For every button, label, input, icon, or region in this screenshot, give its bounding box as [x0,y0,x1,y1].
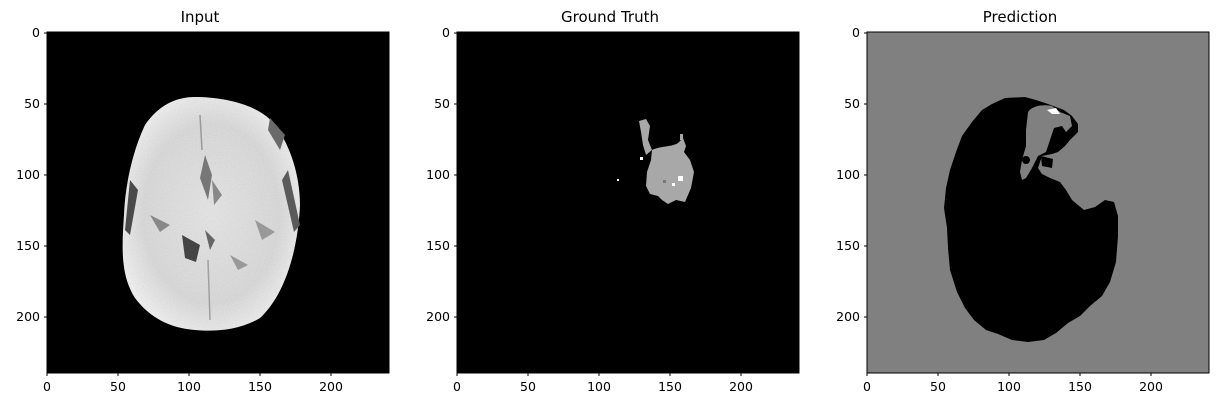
ytick-100: 100 [836,167,860,182]
xtick-150: 150 [1068,379,1092,394]
ytick-0: 0 [32,25,40,40]
xtick-0: 0 [453,379,461,394]
y-axis-ticks-ground-truth: 0 50 100 150 200 [426,25,457,324]
brain-image [122,97,300,331]
ytick-150: 150 [836,238,860,253]
ground-truth-mask [617,119,694,204]
panel-title-input: Input [180,8,220,26]
xtick-100: 100 [997,379,1021,394]
xtick-200: 200 [729,379,753,394]
panel-ground-truth: Ground Truth 0 50 100 150 200 [410,0,810,407]
ytick-150: 150 [426,238,450,253]
ytick-200: 200 [16,309,40,324]
x-axis-ticks-prediction: 0 50 100 150 200 [863,373,1163,394]
ytick-0: 0 [442,25,450,40]
x-axis-ticks-ground-truth: 0 50 100 150 200 [453,373,753,394]
xtick-200: 200 [1139,379,1163,394]
xtick-150: 150 [248,379,272,394]
ytick-100: 100 [426,167,450,182]
xtick-0: 0 [863,379,871,394]
ytick-100: 100 [16,167,40,182]
xtick-100: 100 [177,379,201,394]
panel-input: Input [0,0,400,407]
ytick-50: 50 [844,96,860,111]
axes-input: 0 50 100 150 200 0 50 100 150 200 [16,25,390,394]
xtick-50: 50 [110,379,126,394]
ytick-50: 50 [24,96,40,111]
xtick-0: 0 [43,379,51,394]
prediction-mask [944,97,1118,342]
y-axis-ticks-input: 0 50 100 150 200 [16,25,47,324]
ytick-0: 0 [852,25,860,40]
xtick-100: 100 [587,379,611,394]
panel-prediction: Prediction 0 50 100 150 200 [820,0,1220,407]
xtick-50: 50 [520,379,536,394]
ytick-150: 150 [16,238,40,253]
ytick-50: 50 [434,96,450,111]
panel-title-prediction: Prediction [982,8,1058,26]
axes-prediction: 0 50 100 150 200 0 50 100 150 200 [836,25,1210,394]
ground-truth-image-background [457,32,799,373]
xtick-200: 200 [319,379,343,394]
ytick-200: 200 [836,309,860,324]
xtick-50: 50 [930,379,946,394]
y-axis-ticks-prediction: 0 50 100 150 200 [836,25,867,324]
ytick-200: 200 [426,309,450,324]
axes-ground-truth: 0 50 100 150 200 0 50 100 150 200 [426,25,800,394]
x-axis-ticks-input: 0 50 100 150 200 [43,373,343,394]
panel-title-ground-truth: Ground Truth [561,8,659,26]
xtick-150: 150 [658,379,682,394]
